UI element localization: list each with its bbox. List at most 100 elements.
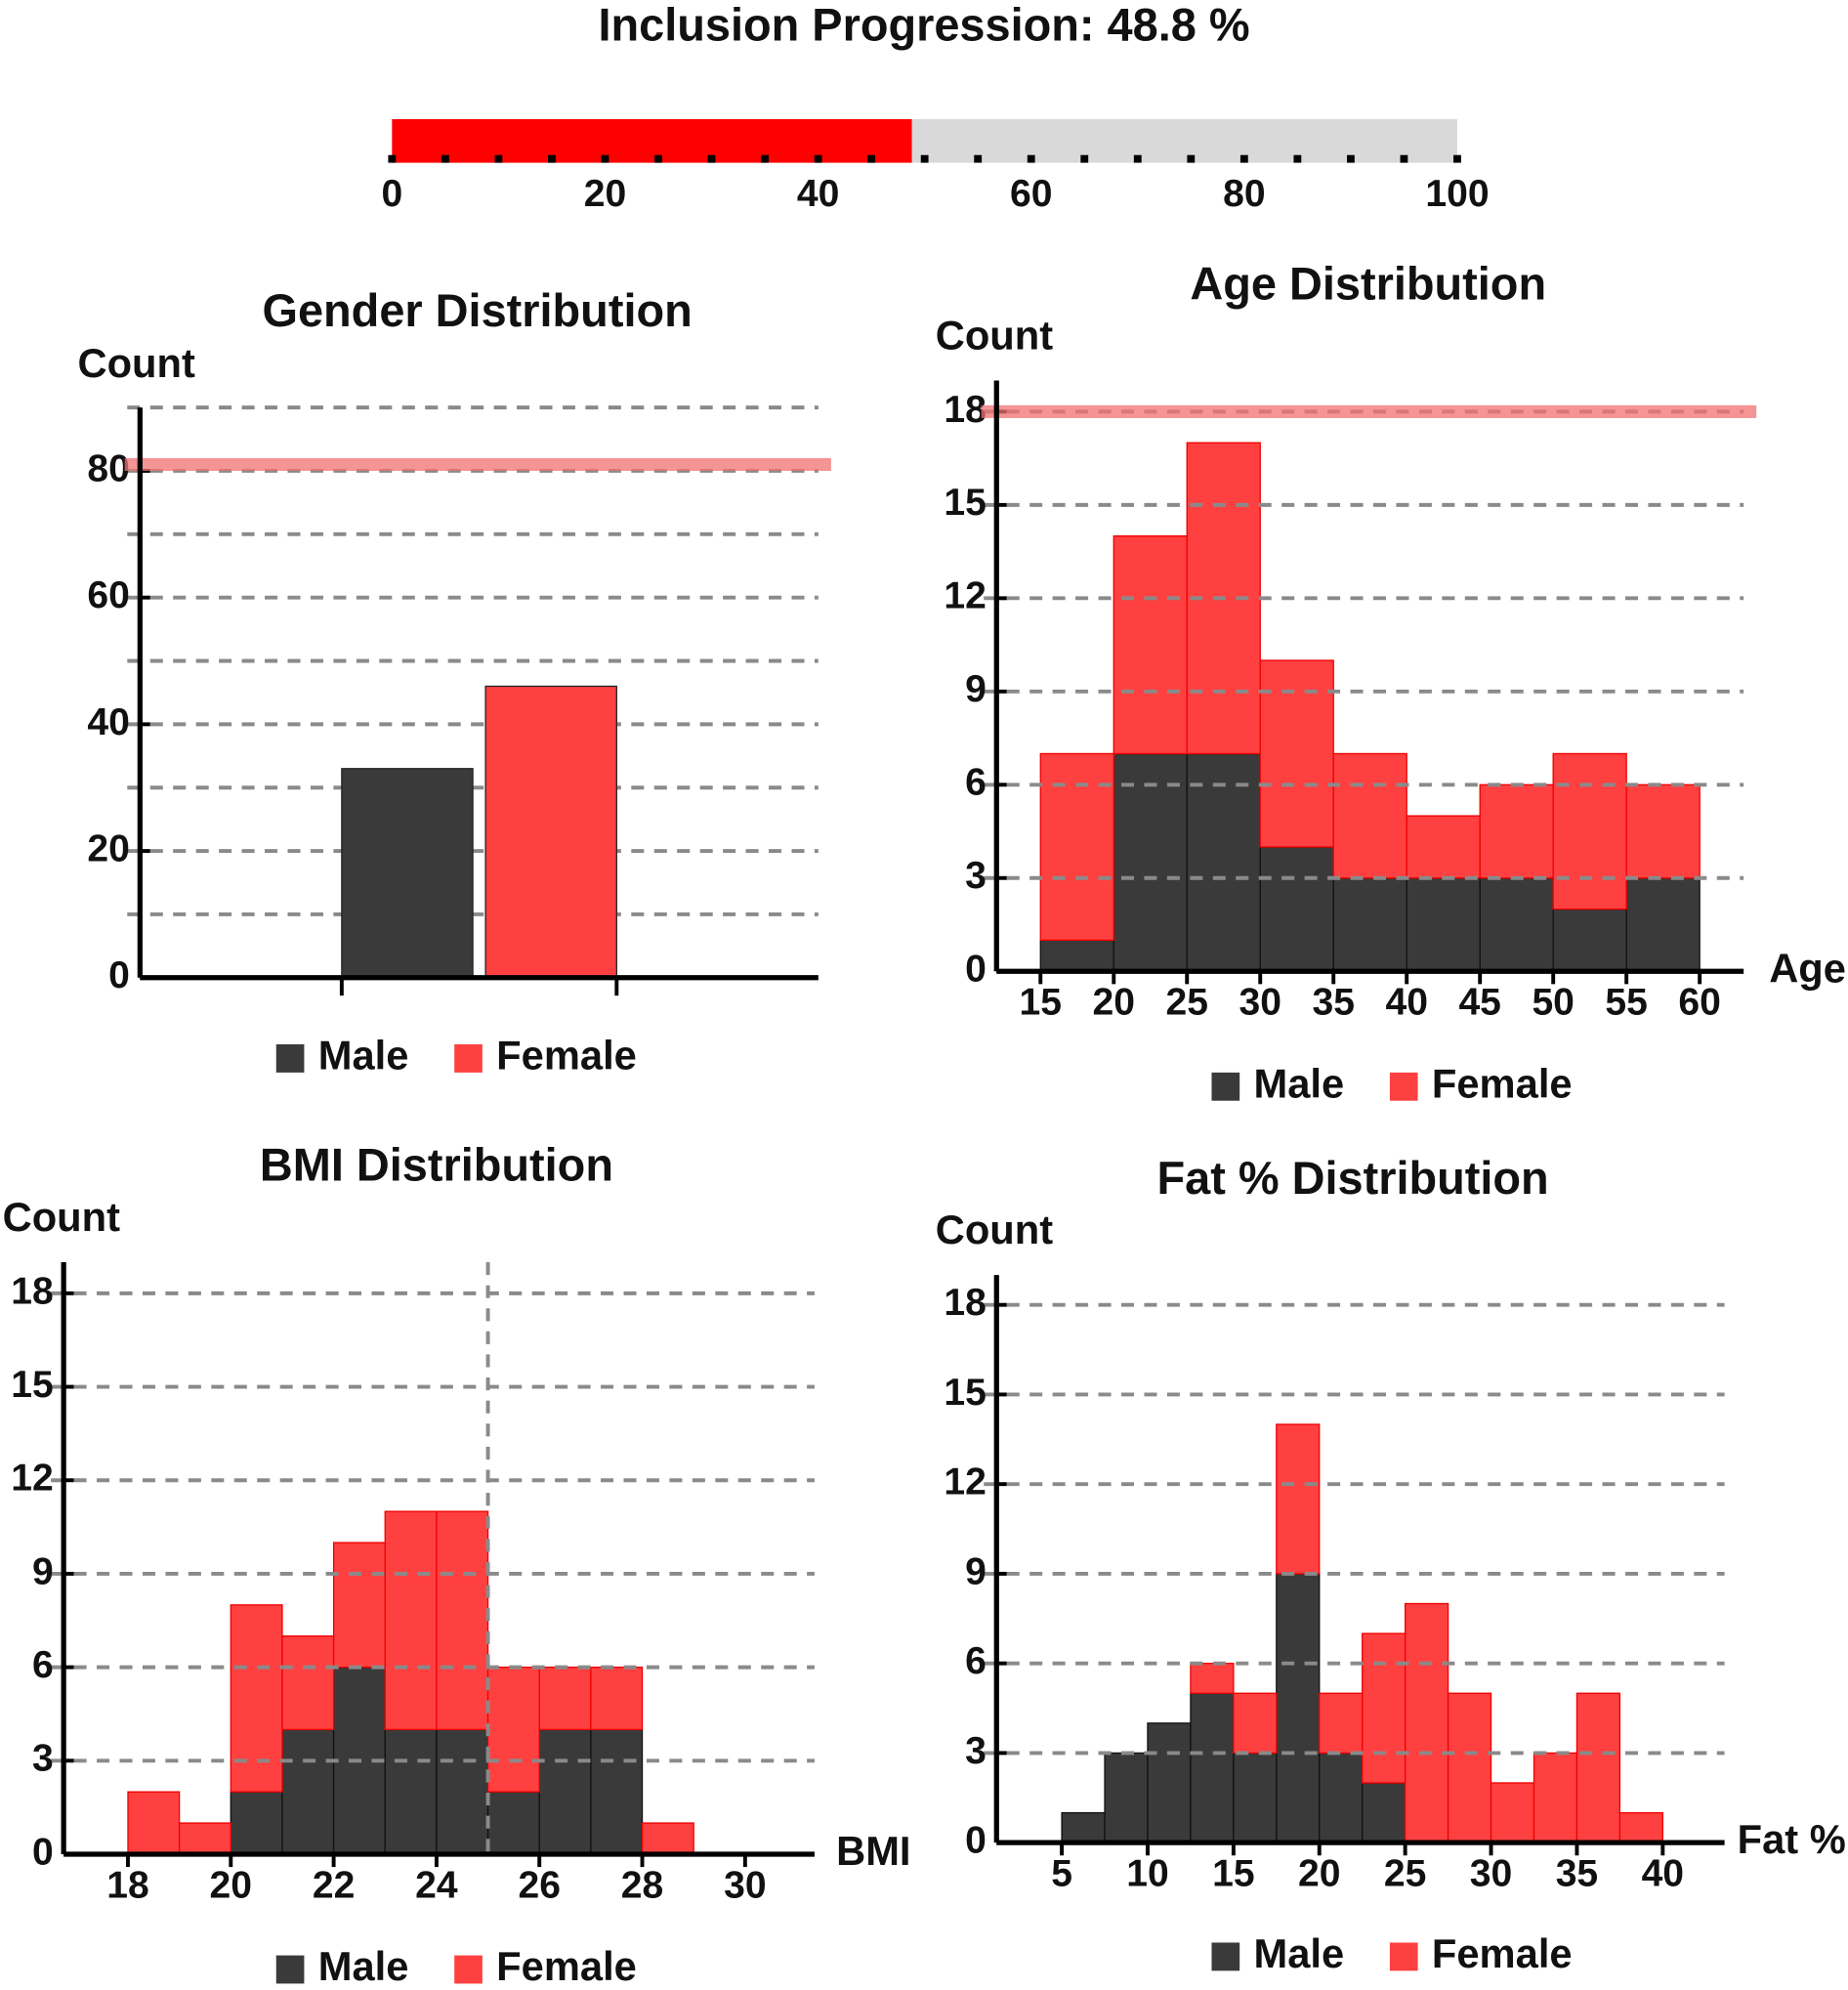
histogram-bar bbox=[1406, 877, 1481, 972]
x-tick-label: 30 bbox=[724, 1863, 766, 1906]
histogram-bar bbox=[641, 1822, 694, 1855]
histogram-bar bbox=[590, 1728, 644, 1855]
legend-label: Male bbox=[1253, 1060, 1344, 1106]
histogram-bar bbox=[1362, 1632, 1407, 1784]
histogram-bar bbox=[281, 1728, 335, 1855]
y-axis-label: Count bbox=[936, 312, 1053, 358]
x-tick-label: 24 bbox=[415, 1863, 458, 1906]
legend-swatch bbox=[275, 1043, 305, 1073]
histogram-bar bbox=[1104, 1752, 1149, 1843]
histogram-bar bbox=[436, 1728, 489, 1855]
histogram-bar bbox=[1406, 815, 1481, 879]
histogram-bar bbox=[1625, 783, 1701, 879]
x-tick-label: 30 bbox=[1470, 1852, 1512, 1895]
minor-x-tick bbox=[707, 154, 716, 163]
minor-x-tick bbox=[1400, 154, 1408, 163]
y-tick-label: 0 bbox=[108, 953, 130, 996]
histogram-bar bbox=[486, 1791, 540, 1855]
target-band bbox=[981, 404, 1757, 418]
histogram-bar bbox=[1190, 1663, 1235, 1694]
histogram-bar bbox=[538, 1666, 592, 1731]
y-tick-label: 0 bbox=[32, 1830, 54, 1873]
legend-swatch bbox=[454, 1043, 483, 1073]
histogram-bar bbox=[436, 1510, 489, 1731]
histogram-bar bbox=[1233, 1752, 1278, 1843]
legend-swatch bbox=[275, 1955, 305, 1984]
y-tick-label: 6 bbox=[32, 1643, 54, 1686]
y-tick-label: 0 bbox=[965, 948, 987, 991]
y-tick-label: 12 bbox=[944, 574, 986, 617]
histogram-bar bbox=[1447, 1692, 1492, 1843]
legend-swatch bbox=[1211, 1942, 1240, 1971]
chart-title: Age Distribution bbox=[1190, 257, 1546, 309]
histogram-bar bbox=[1332, 752, 1407, 879]
y-tick-label: 15 bbox=[944, 481, 986, 524]
minor-x-tick bbox=[761, 154, 769, 163]
x-tick-label: 18 bbox=[106, 1863, 148, 1906]
minor-x-tick bbox=[1080, 154, 1089, 163]
x-tick-label: 0 bbox=[381, 172, 402, 215]
chart-title: Gender Distribution bbox=[262, 284, 692, 336]
bar bbox=[484, 685, 617, 979]
histogram-bar bbox=[1362, 1782, 1407, 1843]
x-tick-label: 15 bbox=[1020, 981, 1062, 1024]
chart-title: Inclusion Progression: 48.8 % bbox=[598, 0, 1249, 50]
x-tick-label: 25 bbox=[1384, 1852, 1426, 1895]
histogram-bar bbox=[590, 1666, 644, 1731]
x-tick-label: 30 bbox=[1239, 981, 1281, 1024]
histogram-bar bbox=[1039, 752, 1114, 942]
y-tick-label: 0 bbox=[965, 1818, 987, 1861]
histogram-bar bbox=[1625, 877, 1701, 972]
chart-title: BMI Distribution bbox=[260, 1139, 613, 1191]
y-tick-label: 20 bbox=[87, 826, 129, 869]
x-tick-label: 60 bbox=[1678, 981, 1720, 1024]
legend-swatch bbox=[1389, 1942, 1418, 1971]
histogram-bar bbox=[1552, 908, 1627, 972]
minor-x-tick bbox=[1187, 154, 1196, 163]
y-tick-label: 60 bbox=[87, 573, 129, 616]
legend-label: Female bbox=[1432, 1930, 1573, 1976]
x-tick bbox=[601, 154, 609, 163]
x-tick-label: 26 bbox=[518, 1863, 560, 1906]
x-tick-label: 35 bbox=[1312, 981, 1354, 1024]
histogram-bar bbox=[1332, 877, 1407, 972]
chart-title: Fat % Distribution bbox=[1157, 1152, 1549, 1204]
histogram-bar bbox=[486, 1666, 540, 1793]
x-tick-label: 20 bbox=[584, 172, 626, 215]
y-axis-label: Count bbox=[936, 1207, 1053, 1252]
minor-x-tick bbox=[548, 154, 556, 163]
minor-x-tick bbox=[920, 154, 929, 163]
y-tick-label: 6 bbox=[965, 1639, 987, 1682]
y-tick-label: 3 bbox=[965, 854, 987, 897]
legend-swatch bbox=[454, 1955, 483, 1984]
x-tick bbox=[388, 154, 397, 163]
minor-x-tick bbox=[1346, 154, 1355, 163]
histogram-bar bbox=[281, 1635, 335, 1731]
x-tick bbox=[1239, 154, 1248, 163]
histogram-bar bbox=[1490, 1782, 1535, 1843]
x-tick bbox=[1027, 154, 1035, 163]
legend-label: Female bbox=[496, 1032, 637, 1078]
x-axis-label: BMI bbox=[836, 1828, 910, 1874]
histogram-bar bbox=[230, 1791, 283, 1855]
bar bbox=[341, 768, 474, 979]
minor-x-tick bbox=[654, 154, 662, 163]
x-tick-label: 40 bbox=[1385, 981, 1427, 1024]
x-tick-label: 35 bbox=[1556, 1852, 1598, 1895]
histogram-bar bbox=[1319, 1752, 1364, 1843]
minor-x-tick bbox=[441, 154, 449, 163]
legend-label: Female bbox=[1432, 1060, 1573, 1106]
histogram-bar bbox=[1533, 1752, 1578, 1843]
legend-label: Male bbox=[318, 1943, 409, 1989]
histogram-bar bbox=[127, 1791, 181, 1855]
x-tick-label: 20 bbox=[210, 1863, 252, 1906]
x-axis-label: Fat % bbox=[1738, 1816, 1846, 1862]
y-tick-label: 6 bbox=[965, 761, 987, 804]
y-tick-label: 9 bbox=[32, 1549, 54, 1592]
x-tick-label: 5 bbox=[1051, 1852, 1072, 1895]
histogram-bar bbox=[384, 1510, 438, 1731]
y-tick-label: 9 bbox=[965, 667, 987, 710]
x-tick-label: 40 bbox=[797, 172, 839, 215]
minor-x-tick bbox=[1293, 154, 1302, 163]
